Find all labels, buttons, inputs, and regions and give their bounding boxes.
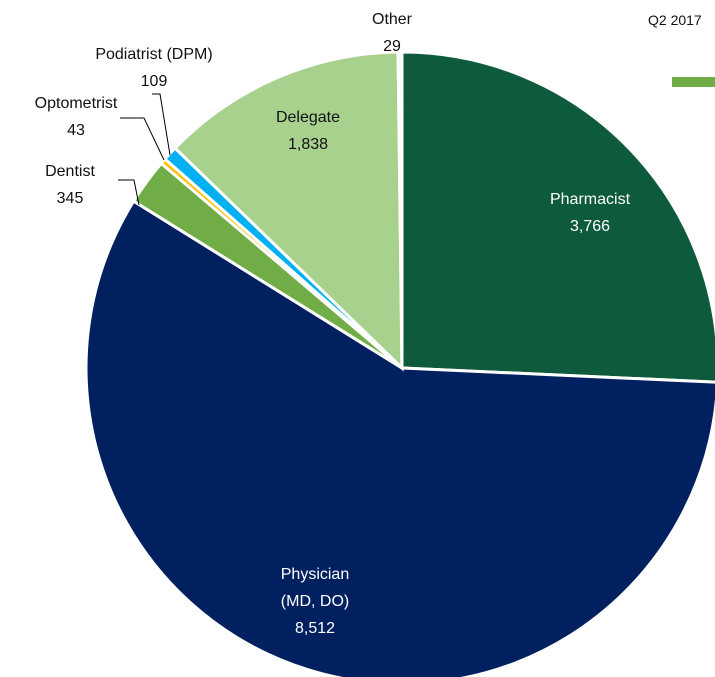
value-label: 1,838 <box>287 136 329 153</box>
pie-slice <box>172 50 404 372</box>
leader-lines <box>118 93 171 206</box>
value-label: 109 <box>140 73 168 90</box>
slice-label: Dentist 345 <box>45 158 95 212</box>
value-label: 29 <box>383 38 401 55</box>
slice-label: Pharmacist 3,766 <box>550 186 630 240</box>
category-label: Optometrist <box>34 95 118 112</box>
category-label: Other <box>371 11 413 28</box>
pie-slice <box>400 50 715 384</box>
pie-slice <box>396 50 404 369</box>
category-label: Podiatrist (DPM) <box>95 46 213 63</box>
category-label: Delegate <box>275 109 341 126</box>
slice-label: Physician (MD, DO) 8,512 <box>270 561 360 642</box>
slice-label: Delegate 1,838 <box>276 104 340 158</box>
value-label: 43 <box>67 122 85 139</box>
value-label: 345 <box>56 190 84 207</box>
legend-swatch <box>672 77 715 87</box>
category-label: Pharmacist <box>549 191 631 208</box>
category-label: Physician (MD, DO) <box>280 566 350 610</box>
value-label: 3,766 <box>569 218 611 235</box>
pie-slice <box>84 199 715 677</box>
slice-label: Optometrist 43 <box>35 90 118 144</box>
slice-label: Other 29 <box>372 6 412 60</box>
value-label: 8,512 <box>294 620 336 637</box>
category-label: Dentist <box>45 163 95 180</box>
slice-label: Podiatrist (DPM) 109 <box>95 41 212 95</box>
legend-title: Q2 2017 <box>648 12 702 28</box>
